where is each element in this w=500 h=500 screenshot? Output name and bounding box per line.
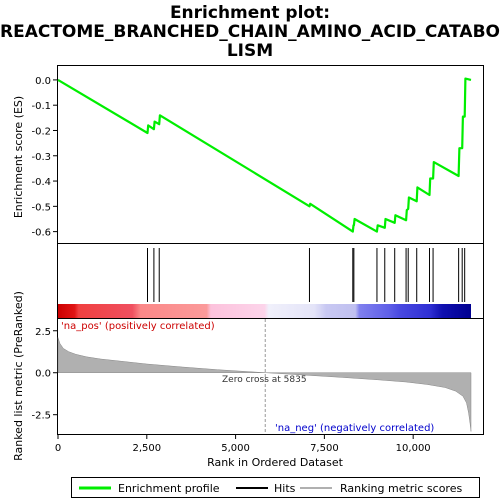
x-tick-label: 7,500 [310,443,339,454]
metric-panel-frame [57,318,484,435]
title-line-2: REACTOME_BRANCHED_CHAIN_AMINO_ACID_CATAB… [0,22,500,42]
es-panel-frame [57,65,484,244]
es-y-tick-label: -0.4 [31,177,51,188]
hit-markers [147,248,466,302]
annotation-pos: 'na_pos' (positively correlated) [61,321,215,332]
x-tick-label: 2,500 [132,443,161,454]
es-y-tick-label: -0.5 [31,202,51,213]
metric-y-axis: 2.5 0.0 -2.5 [31,327,58,422]
legend-label-hits: Hits [274,482,296,495]
annotation-zero: Zero cross at 5835 [222,375,307,385]
x-axis-label: Rank in Ordered Dataset [207,456,344,469]
ranking-metric-series [57,337,472,432]
es-y-tick-label: -0.1 [31,101,51,112]
metric-y-tick-label: 0.0 [35,369,51,380]
legend-label-enrichment: Enrichment profile [118,482,220,495]
es-y-tick-label: -0.6 [31,228,51,239]
metric-y-tick-label: 2.5 [35,327,51,338]
annotation-neg: 'na_neg' (negatively correlated) [275,423,434,434]
es-y-axis: 0.0 -0.1 -0.2 -0.3 -0.4 -0.5 -0.6 [31,76,58,239]
title-line-1: Enrichment plot: [169,3,331,23]
metric-y-tick-label: -2.5 [31,411,51,422]
es-y-axis-label: Enrichment score (ES) [12,96,25,218]
legend-box [71,477,480,498]
enrichment-profile-line [57,77,472,233]
rank-colorbar [58,304,471,318]
x-tick-label: 5,000 [221,443,250,454]
metric-y-axis-label: Ranked list metric (PreRanked) [12,291,25,461]
x-axis: 0 2,500 5,000 7,500 10,000 [55,434,431,454]
x-tick-label: 0 [55,443,61,454]
enrichment-profile-series [57,77,472,233]
title-line-3: LISM [226,41,274,61]
ranking-metric-area [57,319,472,434]
es-y-tick-label: 0.0 [35,76,51,87]
x-tick-label: 10,000 [396,443,431,454]
legend-label-metric: Ranking metric scores [340,482,462,495]
chart-title: Enrichment plot: REACTOME_BRANCHED_CHAIN… [0,4,500,61]
es-y-tick-label: -0.2 [31,126,51,137]
es-y-tick-label: -0.3 [31,152,51,163]
